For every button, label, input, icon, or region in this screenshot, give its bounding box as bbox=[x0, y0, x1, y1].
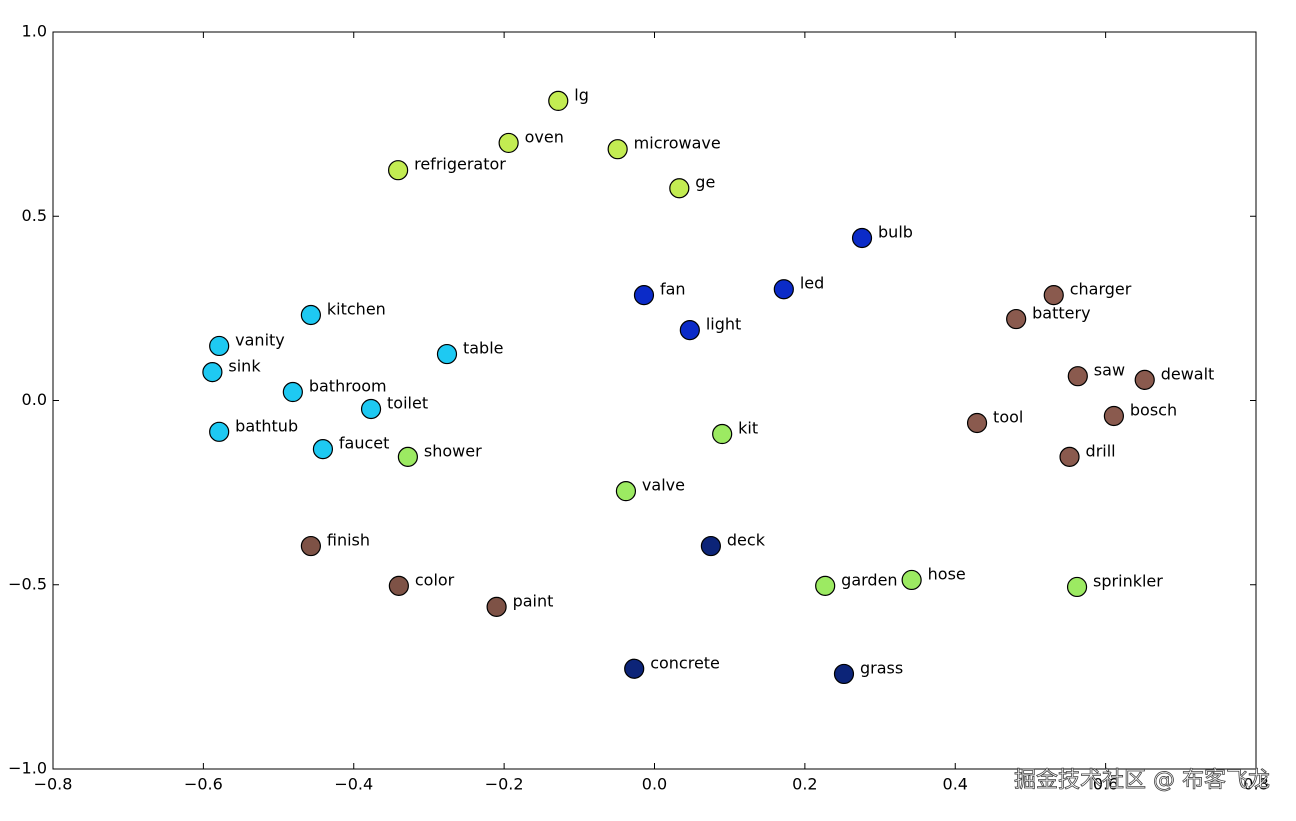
point bbox=[633, 285, 655, 306]
x-tick-label: −0.2 bbox=[485, 775, 524, 794]
point-label: ge bbox=[695, 173, 715, 192]
point bbox=[548, 90, 569, 112]
x-tick-label: 0.4 bbox=[943, 775, 968, 794]
point-label: charger bbox=[1070, 280, 1132, 299]
point bbox=[607, 139, 628, 160]
point bbox=[901, 569, 922, 591]
point-label: refrigerator bbox=[414, 155, 506, 174]
point-label: bathtub bbox=[235, 416, 298, 435]
point-label: table bbox=[463, 339, 504, 358]
point bbox=[388, 575, 409, 596]
point bbox=[966, 412, 988, 434]
point bbox=[815, 575, 836, 596]
point-label: finish bbox=[327, 531, 370, 550]
point bbox=[300, 535, 321, 557]
point bbox=[851, 227, 873, 249]
y-tick-label: 0.0 bbox=[22, 390, 47, 409]
y-tick-label: 0.5 bbox=[22, 206, 47, 225]
point bbox=[312, 439, 334, 460]
point-label: led bbox=[800, 274, 824, 293]
point bbox=[624, 658, 645, 679]
point-label: battery bbox=[1032, 304, 1090, 323]
x-tick-label: 0.6 bbox=[1093, 775, 1118, 794]
point bbox=[282, 381, 303, 403]
point-label: dewalt bbox=[1161, 364, 1215, 383]
point-label: toilet bbox=[387, 393, 428, 412]
x-tick-label: 0.2 bbox=[792, 775, 817, 794]
point bbox=[615, 481, 637, 502]
point-label: garden bbox=[841, 570, 897, 589]
point bbox=[360, 398, 382, 420]
point bbox=[498, 132, 519, 154]
y-tick-label: 1.0 bbox=[22, 22, 47, 41]
point-label: fan bbox=[660, 280, 686, 299]
y-tick-label: −0.5 bbox=[8, 574, 47, 593]
point-label: microwave bbox=[634, 134, 721, 153]
point-label: kitchen bbox=[327, 300, 386, 319]
x-tick-label: −0.4 bbox=[334, 775, 373, 794]
point-label: bosch bbox=[1130, 400, 1177, 419]
watermark: 掘金技术社区 @ 布客飞龙 bbox=[1014, 768, 1270, 793]
point bbox=[1067, 366, 1088, 387]
point bbox=[209, 421, 230, 442]
point bbox=[202, 362, 223, 383]
x-tick-label: −0.6 bbox=[184, 775, 223, 794]
point bbox=[833, 663, 855, 685]
x-tick-label: 0.0 bbox=[642, 775, 667, 794]
point bbox=[1134, 369, 1155, 390]
point-label: hose bbox=[928, 564, 966, 583]
point bbox=[1059, 446, 1080, 467]
point bbox=[669, 178, 690, 199]
point bbox=[679, 320, 700, 341]
point-label: tool bbox=[993, 407, 1023, 426]
point-label: bulb bbox=[878, 222, 913, 241]
point bbox=[300, 304, 321, 326]
point bbox=[1043, 285, 1064, 306]
point-label: bathroom bbox=[309, 377, 387, 396]
point-label: shower bbox=[424, 441, 482, 460]
point-label: vanity bbox=[235, 330, 285, 349]
point-label: kit bbox=[738, 419, 758, 438]
x-tick-label: −0.8 bbox=[34, 775, 73, 794]
point-label: lg bbox=[574, 85, 589, 104]
point-label: faucet bbox=[339, 434, 390, 453]
point-label: concrete bbox=[650, 653, 720, 672]
point-label: grass bbox=[860, 658, 903, 677]
point-label: drill bbox=[1086, 441, 1116, 460]
point bbox=[1103, 405, 1124, 427]
point bbox=[436, 343, 458, 365]
point-label: valve bbox=[642, 476, 685, 495]
point bbox=[712, 423, 733, 445]
x-tick-label: 0.8 bbox=[1243, 775, 1268, 794]
point bbox=[1066, 576, 1088, 598]
point bbox=[486, 596, 507, 617]
point-label: color bbox=[415, 570, 455, 589]
point-label: oven bbox=[525, 127, 564, 146]
point bbox=[209, 335, 230, 357]
point-label: light bbox=[706, 315, 741, 334]
point bbox=[1006, 308, 1027, 330]
point-label: deck bbox=[727, 531, 766, 550]
point bbox=[397, 446, 418, 467]
point bbox=[388, 160, 409, 181]
point bbox=[700, 535, 721, 557]
point bbox=[773, 279, 794, 300]
point-label: saw bbox=[1094, 361, 1125, 380]
point-label: paint bbox=[513, 591, 554, 610]
y-tick-label: −1.0 bbox=[8, 759, 47, 778]
point-label: sink bbox=[228, 357, 261, 376]
point-label: sprinkler bbox=[1093, 571, 1163, 590]
